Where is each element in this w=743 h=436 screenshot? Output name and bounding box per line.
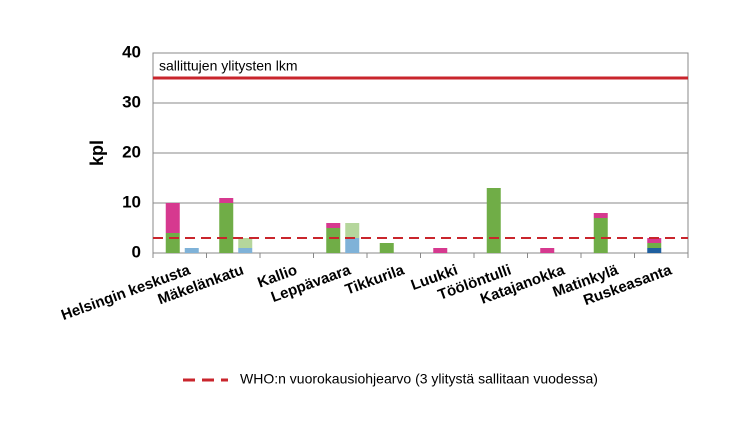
reference-label: sallittujen ylitysten lkm (159, 58, 298, 74)
y-tick-label: 10 (122, 192, 141, 211)
legend-label: WHO:n vuorokausiohjearvo (3 ylitystä sal… (240, 371, 598, 387)
bar-segment (345, 238, 360, 253)
bar-segment (647, 243, 662, 248)
y-tick-label: 0 (132, 242, 141, 261)
bar-segment (219, 203, 234, 253)
bar-segment (326, 223, 341, 228)
bar-segment (326, 228, 341, 253)
bar-segment (593, 218, 608, 253)
y-tick-label: 40 (122, 42, 141, 61)
bar-segment (540, 248, 555, 253)
bar-segment (165, 203, 180, 233)
bar-segment (345, 223, 360, 238)
bar-segment (647, 238, 662, 243)
y-tick-label: 20 (122, 142, 141, 161)
y-tick-label: 30 (122, 92, 141, 111)
bar-segment (219, 198, 234, 203)
bar-segment (433, 248, 448, 253)
bar-segment (486, 188, 501, 253)
bar-segment (238, 238, 253, 248)
bar-segment (238, 248, 253, 253)
y-axis-label: kpl (87, 140, 107, 166)
bar-segment (593, 213, 608, 218)
bar-segment (379, 243, 394, 253)
x-tick-label: Tikkurila (343, 261, 407, 298)
bar-segment (184, 248, 199, 253)
bar-segment (165, 233, 180, 253)
bar-segment (647, 248, 662, 253)
